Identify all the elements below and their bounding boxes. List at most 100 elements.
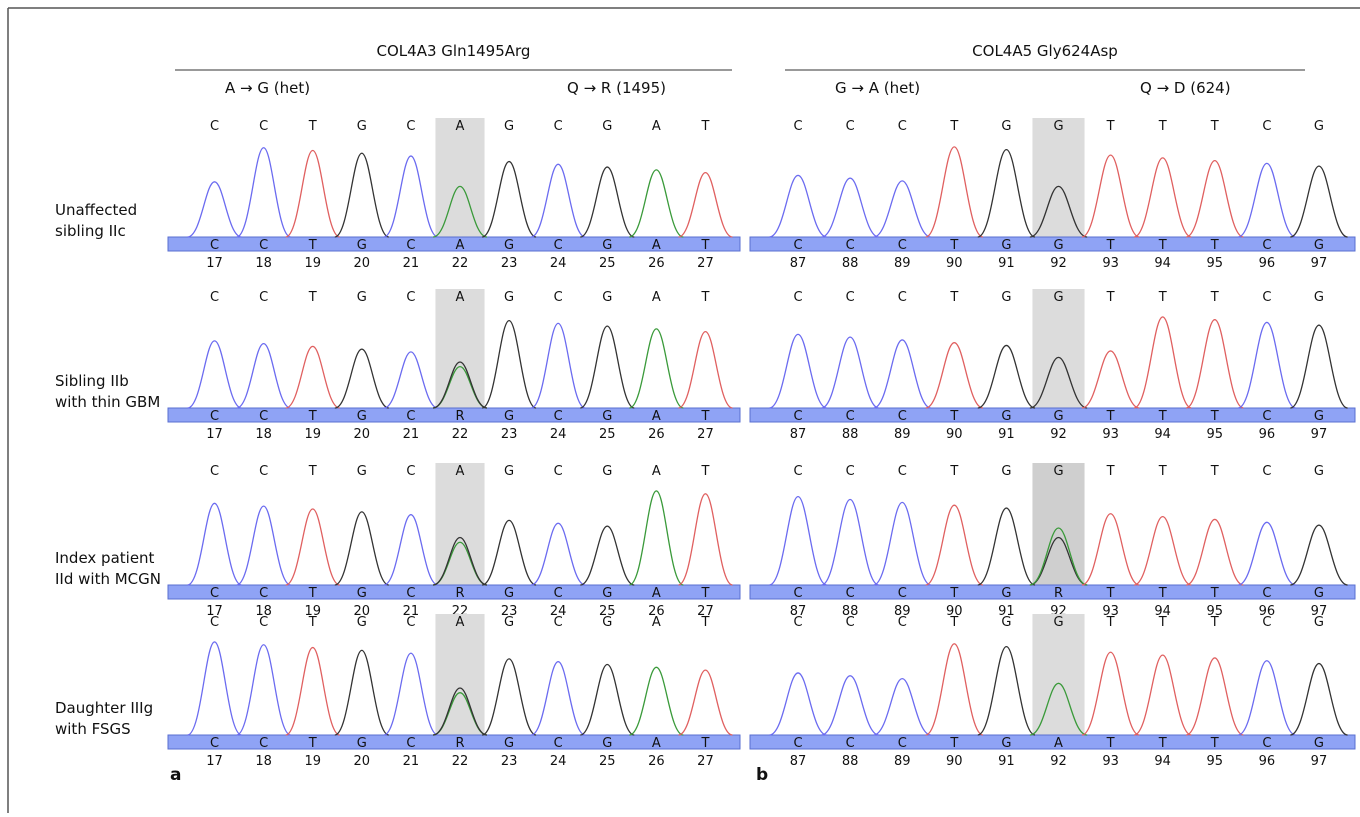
change-right: Q → D (624) — [1140, 79, 1231, 97]
base-letter: C — [554, 615, 563, 630]
base-call: R — [455, 409, 464, 424]
peak — [1134, 317, 1191, 408]
peak — [678, 332, 732, 408]
base-letter: G — [602, 615, 612, 630]
position: 87 — [790, 754, 807, 769]
base-letter: C — [259, 615, 268, 630]
base-letter: C — [1262, 119, 1271, 134]
base-call: T — [1158, 238, 1167, 253]
position: 27 — [697, 427, 714, 442]
base-letter: T — [1158, 119, 1167, 134]
peak — [286, 346, 340, 408]
position: 89 — [894, 256, 911, 271]
base-letter: T — [1106, 615, 1115, 630]
peak — [629, 329, 683, 408]
base-call: C — [554, 586, 563, 601]
position: 92 — [1050, 427, 1067, 442]
base-letter: G — [1314, 615, 1324, 630]
base-letter: G — [602, 119, 612, 134]
base-letter: G — [1001, 615, 1011, 630]
position: 91 — [998, 427, 1015, 442]
peak — [1186, 320, 1243, 408]
peak — [678, 494, 732, 585]
base-call: C — [554, 238, 563, 253]
highlight — [435, 614, 484, 735]
position: 25 — [599, 256, 616, 271]
base-letter: C — [898, 119, 907, 134]
base-letter: C — [794, 615, 803, 630]
peak — [821, 676, 878, 735]
position: 26 — [648, 256, 665, 271]
position: 90 — [946, 754, 963, 769]
peak — [384, 515, 438, 585]
base-letter: T — [1210, 615, 1219, 630]
peak — [821, 337, 878, 408]
base-letter: C — [210, 290, 219, 305]
peak — [1082, 514, 1139, 585]
base-letter: T — [949, 119, 958, 134]
base-call: T — [700, 586, 709, 601]
position: 21 — [403, 754, 420, 769]
position: 20 — [354, 427, 371, 442]
base-call: G — [1053, 409, 1063, 424]
base-letter: G — [504, 290, 514, 305]
row-label: Unaffected — [55, 201, 137, 219]
base-call: C — [210, 238, 219, 253]
peak — [1134, 655, 1191, 735]
base-call: C — [898, 409, 907, 424]
position: 94 — [1154, 256, 1171, 271]
base-call: A — [1054, 736, 1063, 751]
peak — [874, 679, 931, 735]
page: {"row_labels": [["Unaffected", "sibling … — [0, 0, 1360, 817]
position: 92 — [1050, 754, 1067, 769]
position: 22 — [452, 754, 469, 769]
base-letter: C — [898, 290, 907, 305]
base-letter: C — [1262, 615, 1271, 630]
position: 92 — [1050, 256, 1067, 271]
base-call: T — [1106, 736, 1115, 751]
base-letter: A — [652, 119, 661, 134]
base-letter: T — [1210, 119, 1219, 134]
base-letter: T — [1106, 119, 1115, 134]
peak — [926, 644, 983, 735]
row-label: with thin GBM — [55, 393, 160, 411]
base-call: T — [1210, 736, 1219, 751]
base-letter: T — [700, 615, 709, 630]
position: 91 — [998, 256, 1015, 271]
position: 17 — [206, 427, 223, 442]
base-call: G — [357, 409, 367, 424]
peak — [531, 323, 585, 408]
base-letter: T — [308, 119, 317, 134]
peak — [335, 512, 389, 585]
base-call: C — [898, 238, 907, 253]
base-letter: G — [1314, 119, 1324, 134]
base-letter: T — [700, 290, 709, 305]
base-call: G — [357, 586, 367, 601]
base-letter: G — [1053, 615, 1063, 630]
position: 18 — [255, 754, 272, 769]
base-letter: C — [406, 119, 415, 134]
position: 24 — [550, 427, 567, 442]
base-letter: T — [1158, 464, 1167, 479]
peak — [678, 173, 732, 237]
base-call: C — [846, 586, 855, 601]
peak — [1290, 664, 1347, 735]
peak — [335, 349, 389, 408]
peak — [188, 182, 242, 237]
position: 96 — [1259, 754, 1276, 769]
base-letter: T — [1106, 290, 1115, 305]
base-call: G — [1314, 736, 1324, 751]
peak — [874, 502, 931, 585]
base-call: G — [1001, 409, 1011, 424]
base-letter: C — [406, 290, 415, 305]
base-call: C — [259, 586, 268, 601]
position: 87 — [790, 256, 807, 271]
base-letter: C — [1262, 464, 1271, 479]
peak — [821, 178, 878, 237]
position: 24 — [550, 754, 567, 769]
peak — [1186, 658, 1243, 735]
highlight — [1032, 118, 1084, 237]
base-call: C — [406, 409, 415, 424]
base-letter: C — [846, 615, 855, 630]
base-letter: C — [259, 290, 268, 305]
